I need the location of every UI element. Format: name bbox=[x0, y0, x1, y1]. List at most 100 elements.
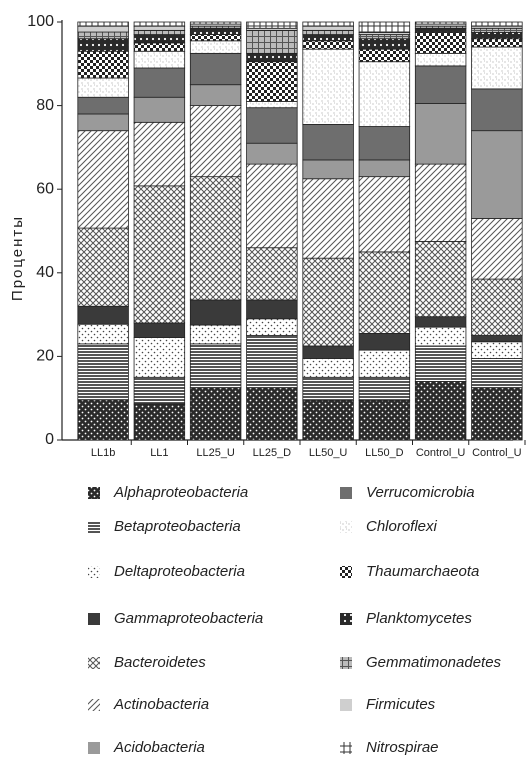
bar-segment bbox=[189, 34, 242, 42]
legend-label: Betaproteobacteria bbox=[114, 518, 241, 535]
bar-segment bbox=[471, 46, 523, 90]
bar-segment bbox=[414, 52, 467, 67]
bar-segment bbox=[133, 376, 186, 405]
bar-segment bbox=[302, 257, 354, 347]
bar-segment bbox=[246, 61, 298, 102]
bar-segment bbox=[358, 38, 411, 50]
bar-segment bbox=[77, 31, 129, 40]
legend-swatch bbox=[88, 613, 100, 625]
y-tick-label: 80 bbox=[36, 97, 54, 114]
bar-segment bbox=[358, 126, 411, 161]
legend-swatch bbox=[340, 742, 352, 754]
bar-segment bbox=[471, 32, 523, 40]
bar-segment bbox=[246, 163, 298, 249]
bar-segment bbox=[302, 399, 354, 441]
bar-segment bbox=[246, 101, 298, 109]
bar-segment bbox=[471, 88, 523, 132]
legend-label: Actinobacteria bbox=[113, 696, 209, 713]
bar-segment bbox=[246, 318, 298, 336]
legend-label: Gammaproteobacteria bbox=[114, 610, 263, 627]
bar-segment bbox=[358, 159, 411, 178]
bar-segment bbox=[77, 25, 129, 33]
legend-swatch bbox=[340, 613, 352, 625]
bar-segment bbox=[246, 29, 298, 54]
bar-segment bbox=[246, 52, 298, 63]
bar-segment bbox=[302, 345, 354, 359]
bar-segment bbox=[358, 176, 411, 253]
bar-segment bbox=[471, 38, 523, 48]
bar-segment bbox=[133, 50, 186, 69]
bar-segment bbox=[414, 316, 467, 328]
bar-segment bbox=[471, 218, 523, 280]
bar-segment bbox=[414, 326, 467, 347]
bar-segment bbox=[246, 247, 298, 301]
bar-segment bbox=[189, 21, 242, 25]
bar-segment bbox=[189, 387, 242, 441]
bar-segment bbox=[77, 305, 129, 325]
bar-segment bbox=[189, 343, 242, 389]
x-tick-label: Control_U bbox=[472, 447, 522, 459]
bar-segment bbox=[302, 178, 354, 259]
bar-segment bbox=[414, 27, 467, 33]
bar-segment bbox=[77, 21, 129, 27]
bar-segment bbox=[302, 358, 354, 378]
bar-segment bbox=[77, 96, 129, 115]
legend-label: Gemmatimonadetes bbox=[366, 654, 502, 671]
legend-label: Deltaproteobacteria bbox=[114, 563, 245, 580]
bar-segment bbox=[358, 333, 411, 351]
bar-segment bbox=[302, 34, 354, 42]
legend-swatch bbox=[88, 742, 100, 754]
legend-label: Bacteroidetes bbox=[114, 654, 206, 671]
bar-segment bbox=[471, 27, 523, 33]
bar-segment bbox=[302, 48, 354, 125]
bar-segment bbox=[246, 21, 298, 29]
x-tick-label: Control_U bbox=[416, 447, 466, 459]
legend-swatch bbox=[340, 566, 352, 578]
bar-segment bbox=[133, 403, 186, 441]
bar-segment bbox=[358, 251, 411, 334]
x-tick-label: LL25_D bbox=[253, 447, 292, 459]
bar-segment bbox=[246, 299, 298, 320]
bar-segment bbox=[77, 38, 129, 52]
bar-segment bbox=[189, 105, 242, 178]
bar-segment bbox=[358, 34, 411, 40]
legend-label: Verrucomicrobia bbox=[366, 484, 475, 501]
bar-segment bbox=[414, 241, 467, 318]
bar-segment bbox=[414, 103, 467, 165]
bar-segment bbox=[77, 77, 129, 98]
legend-label: Chloroflexi bbox=[366, 518, 438, 535]
bar-segment bbox=[77, 323, 129, 345]
bar-segment bbox=[246, 107, 298, 144]
bar-segment bbox=[471, 387, 523, 441]
bar-segment bbox=[471, 341, 523, 359]
legend-label: Nitrospirae bbox=[366, 739, 439, 756]
legend-label: Acidobacteria bbox=[113, 739, 205, 756]
bar-segment bbox=[189, 176, 242, 301]
bar-segment bbox=[414, 21, 467, 25]
bar-segment bbox=[302, 29, 354, 35]
bar-segment bbox=[133, 34, 186, 44]
bar-segment bbox=[358, 376, 411, 401]
legend-label: Planktomycetes bbox=[366, 610, 472, 627]
legend-swatch bbox=[88, 487, 100, 499]
legend-swatch bbox=[340, 487, 352, 499]
bar-segment bbox=[358, 349, 411, 378]
bar-segment bbox=[414, 163, 467, 242]
bar-segment bbox=[414, 32, 467, 54]
bar-segment bbox=[133, 25, 186, 31]
bar-segment bbox=[189, 27, 242, 35]
bar-segment bbox=[358, 48, 411, 63]
x-tick-label: LL1b bbox=[91, 447, 115, 459]
bar-segment bbox=[302, 25, 354, 31]
bar-segment bbox=[189, 52, 242, 86]
bar-segment bbox=[471, 335, 523, 343]
bar-segment bbox=[358, 399, 411, 441]
bar-segment bbox=[302, 124, 354, 161]
bar-segment bbox=[414, 65, 467, 104]
bar-segment bbox=[302, 40, 354, 50]
bar-segment bbox=[189, 40, 242, 54]
bar-segment bbox=[189, 324, 242, 345]
bar-segment bbox=[471, 358, 523, 389]
bar-segment bbox=[302, 21, 354, 27]
